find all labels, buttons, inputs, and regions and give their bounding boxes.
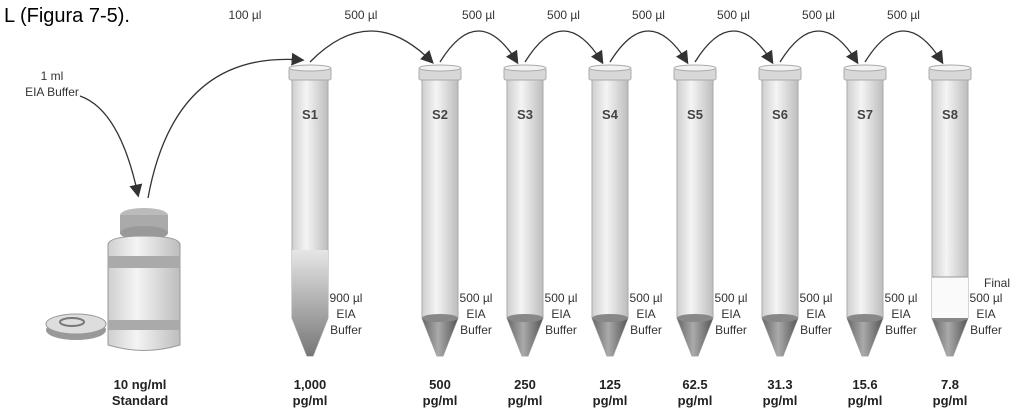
buffer-label: Buffer [715, 323, 747, 337]
tube-rim [419, 65, 461, 71]
buffer-label: Buffer [970, 323, 1002, 337]
liquid [932, 318, 968, 356]
final-band [932, 277, 968, 318]
liquid [507, 318, 543, 356]
concentration: pg/ml [423, 393, 458, 408]
liquid-top [677, 314, 713, 322]
buffer-label: 500 µl [800, 291, 833, 305]
tube-label: S2 [432, 107, 448, 122]
buffer-label: EIA [336, 307, 355, 321]
final-label: Final [984, 276, 1010, 290]
concentration: 125 [599, 377, 621, 392]
transfer-arrow [695, 31, 772, 62]
transfer-arrow [780, 31, 857, 62]
buffer-label: EIA [806, 307, 825, 321]
concentration: pg/ml [848, 393, 883, 408]
liquid [762, 318, 798, 356]
concentration: 31.3 [767, 377, 792, 392]
buffer-label: 500 µl [545, 291, 578, 305]
buffer-label: 900 µl [330, 291, 363, 305]
liquid [592, 318, 628, 356]
liquid-top [762, 314, 798, 322]
liquid-top [847, 314, 883, 322]
buffer-label: Buffer [885, 323, 917, 337]
concentration: pg/ml [933, 393, 968, 408]
standard-vial [46, 208, 180, 351]
concentration: 1,000 [294, 377, 327, 392]
buffer-label: EIA [466, 307, 485, 321]
concentration: 500 [429, 377, 451, 392]
tube-rim [674, 65, 716, 71]
liquid [292, 250, 328, 356]
liquid [422, 318, 458, 356]
transfer-label: 500 µl [547, 8, 580, 22]
tube-rim [929, 65, 971, 71]
concentration: 10 ng/ml [114, 377, 167, 392]
tube-label: S6 [772, 107, 788, 122]
transfer-label: 500 µl [717, 8, 750, 22]
buffer-label: EIA [891, 307, 910, 321]
liquid [677, 318, 713, 356]
buffer-label: 500 µl [885, 291, 918, 305]
buffer-label: 500 µl [460, 291, 493, 305]
transfer-label: 500 µl [462, 8, 495, 22]
concentration: pg/ml [763, 393, 798, 408]
concentration: Standard [112, 393, 168, 408]
concentration: 62.5 [682, 377, 707, 392]
concentration: pg/ml [508, 393, 543, 408]
tube-label: S1 [302, 107, 318, 122]
liquid-top [592, 314, 628, 322]
concentration: pg/ml [678, 393, 713, 408]
buffer-label: Buffer [800, 323, 832, 337]
concentration: 7.8 [941, 377, 959, 392]
buffer-label: 500 µl [715, 291, 748, 305]
buffer-label: Buffer [545, 323, 577, 337]
transfer-label: 500 µl [345, 8, 378, 22]
buffer-label: EIA [721, 307, 740, 321]
transfer-arrow [865, 31, 942, 62]
concentration: 15.6 [852, 377, 877, 392]
transfer-label: 500 µl [632, 8, 665, 22]
tube-rim [289, 65, 331, 71]
buffer-label: EIA [551, 307, 570, 321]
liquid [847, 318, 883, 356]
tube-rim [759, 65, 801, 71]
liquid-top [422, 314, 458, 322]
concentration: 250 [514, 377, 536, 392]
buffer-label: Buffer [330, 323, 362, 337]
buffer-label: Buffer [460, 323, 492, 337]
transfer-label: 500 µl [887, 8, 920, 22]
buffer-label: EIA [636, 307, 655, 321]
buffer-label: EIA [976, 307, 995, 321]
tube-label: S3 [517, 107, 533, 122]
buffer-label: 500 µl [970, 291, 1003, 305]
buffer-label: EIA Buffer [25, 85, 79, 99]
tube-label: S8 [942, 107, 958, 122]
tube-rim [589, 65, 631, 71]
tube-rim [504, 65, 546, 71]
arrow [80, 96, 138, 195]
tube-label: S5 [687, 107, 703, 122]
tube-rim [844, 65, 886, 71]
tube-label: S7 [857, 107, 873, 122]
transfer-arrow [310, 31, 432, 62]
dilution-diagram: L (Figura 7-5). 1 ml EIA Buffer 10 ng/ml… [0, 0, 1024, 413]
buffer-label: 1 ml [41, 69, 64, 83]
concentration: pg/ml [593, 393, 628, 408]
buffer-label: 500 µl [630, 291, 663, 305]
liquid-top [507, 314, 543, 322]
transfer-label: 500 µl [802, 8, 835, 22]
tube-label: S4 [602, 107, 619, 122]
transfer-arrow [440, 31, 517, 62]
transfer-arrow [525, 31, 602, 62]
concentration: pg/ml [293, 393, 328, 408]
caption: L (Figura 7-5). [4, 5, 130, 27]
transfer-label: 100 µl [229, 8, 262, 22]
transfer-arrow [610, 31, 687, 62]
transfer-arrow [148, 59, 302, 198]
buffer-label: Buffer [630, 323, 662, 337]
